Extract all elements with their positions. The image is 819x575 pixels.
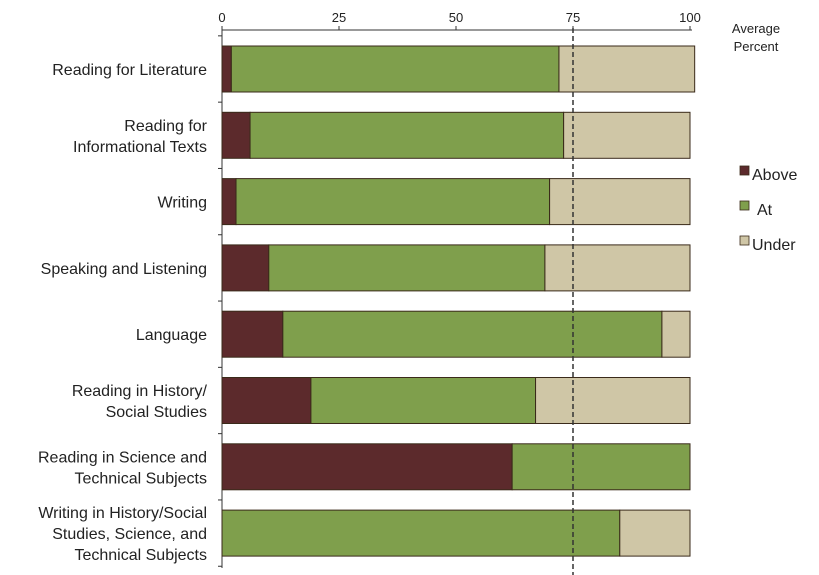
x-axis-title-line-1: Average [732,21,780,36]
bar-segment-above [221,310,284,358]
bar-segment-above [221,111,251,159]
legend-swatch-under [739,235,750,246]
category-label: Language [136,327,207,344]
x-axis-ticks: 0 25 50 75 100 [218,10,701,30]
bar-segment-at [249,111,565,159]
legend-label-above: Above [752,167,797,184]
bar-segment-under [563,111,691,159]
legend-swatch-above [739,165,750,176]
x-tick-label: 75 [566,10,580,25]
bar-segment-under [661,310,691,358]
bar-segment-at [230,45,560,93]
category-label: Reading for Literature [52,62,207,79]
chart-legend: Above At Under [739,165,797,254]
category-label: Reading in Science and Technical Subjects [38,449,207,487]
bar-segment-at [282,310,663,358]
legend-swatch-at [739,200,750,211]
x-tick-label: 100 [679,10,701,25]
bar-segment-under [619,509,691,557]
bar-segment-above [221,377,312,424]
bar-segment-at [268,244,546,292]
bar-segment-under [558,45,696,93]
x-tick-label: 50 [449,10,463,25]
bar-segment-under [544,244,691,292]
bar-segment-above [221,244,270,292]
category-label: Speaking and Listening [41,261,207,278]
category-label: Reading for Informational Texts [73,118,208,156]
legend-label-at: At [757,202,773,219]
bar-segment-under [549,178,691,226]
bar-segment-above [221,178,237,226]
chart-bars [221,45,696,557]
category-label: Writing [158,195,208,212]
bar-segment-under [535,377,691,424]
bar-segment-at [511,443,691,491]
category-label: Writing in History/Social Studies, Scienc… [38,505,207,564]
category-label: Reading in History/Social Studies [72,383,208,421]
legend-label-under: Under [752,237,796,254]
bar-segment-at [221,509,621,557]
bar-segment-at [310,377,537,424]
bar-segment-at [235,178,551,226]
x-tick-label: 0 [218,10,225,25]
x-tick-label: 25 [332,10,346,25]
bar-segment-above [221,443,513,491]
x-axis-title-line-2: Percent [734,39,779,54]
category-labels: Reading for Literature Reading for Informa… [38,62,208,564]
bar-segment-above [221,45,232,93]
